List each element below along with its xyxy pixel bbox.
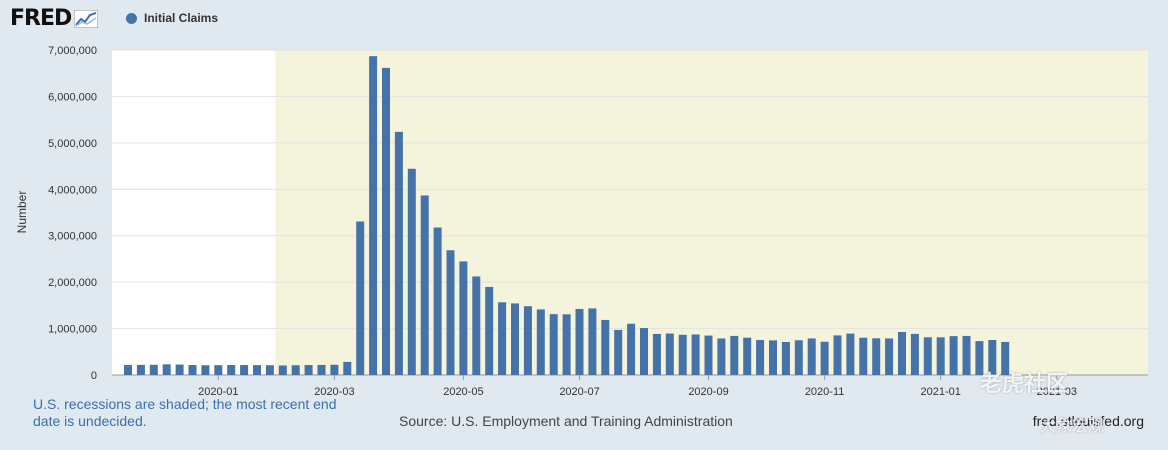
bar[interactable] [988,339,997,375]
bar[interactable] [356,221,365,375]
source-text: Source: U.S. Employment and Training Adm… [399,413,733,429]
y-tick-label: 3,000,000 [48,231,97,243]
x-tick-label: 2020-01 [198,386,238,398]
bar[interactable] [730,335,739,375]
x-tick-label: 2020-03 [314,386,354,398]
bar[interactable] [885,338,894,375]
bar[interactable] [382,67,390,375]
bar[interactable] [588,308,597,375]
bar[interactable] [317,364,326,375]
bar[interactable] [291,365,300,375]
bar[interactable] [394,131,403,375]
bar[interactable] [485,286,494,375]
chart-area: 0 1,000,000 2,000,000 3,000,000 4,000,000 5,0… [48,45,1149,398]
bar[interactable] [446,250,455,375]
x-tick-label: 2020-05 [443,386,483,398]
bar[interactable] [459,261,468,375]
bar[interactable] [807,338,816,375]
bar[interactable] [846,333,855,375]
bar[interactable] [433,227,442,375]
bar[interactable] [652,333,661,375]
x-tick-label: 2021-03 [1037,386,1077,398]
bar[interactable] [756,339,765,375]
bar[interactable] [614,329,623,375]
bar[interactable] [962,335,971,375]
bar[interactable] [162,364,171,375]
bar[interactable] [227,365,236,375]
legend-marker [126,12,137,24]
bar[interactable] [472,276,481,375]
y-tick-label: 1,000,000 [48,324,97,336]
x-tick-label: 2020-07 [559,386,599,398]
bar[interactable] [781,341,790,375]
bar[interactable] [201,365,210,375]
x-tick-label: 2020-11 [805,386,845,398]
bar[interactable] [343,361,352,375]
fred-url-link[interactable]: fred.stlouisfed.org [1032,413,1144,429]
bar[interactable] [536,309,545,375]
bar[interactable] [691,334,700,375]
bar[interactable] [923,337,932,375]
bar[interactable] [665,333,674,375]
bar[interactable] [188,365,197,375]
bar[interactable] [627,323,636,375]
bar[interactable] [253,365,261,375]
bar[interactable] [743,337,752,375]
bar[interactable] [575,308,584,375]
bar[interactable] [794,340,803,375]
x-tick-label: 2020-09 [688,386,728,398]
legend-label: Initial Claims [144,11,219,25]
fred-logo[interactable]: FRED [10,6,99,31]
bar[interactable] [833,335,842,375]
bar[interactable] [149,364,158,375]
bar[interactable] [898,332,906,375]
bar[interactable] [175,364,184,375]
bar[interactable] [678,334,687,375]
watermark-laohu: 老虎社区 [980,371,1069,396]
y-tick-label: 6,000,000 [48,91,97,103]
bar[interactable] [511,303,519,375]
y-tick-label: 7,000,000 [48,45,97,57]
bar[interactable] [936,337,945,375]
bar[interactable] [523,306,532,375]
bar[interactable] [304,365,313,375]
bar[interactable] [124,365,132,375]
bar[interactable] [769,340,777,375]
bar[interactable] [562,314,571,375]
bar[interactable] [278,365,287,375]
bar[interactable] [910,333,919,375]
bar[interactable] [330,364,339,375]
bar[interactable] [265,365,274,375]
bar[interactable] [949,336,958,375]
bar[interactable] [717,338,726,375]
bar[interactable] [820,341,829,375]
bar[interactable] [859,337,868,375]
chart-header: FRED Initial Claims [0,0,1168,40]
y-tick-label: 2,000,000 [48,277,97,289]
logo-text: FRED [10,6,72,31]
bar[interactable] [136,364,145,375]
bar[interactable] [420,195,429,375]
bar[interactable] [601,319,610,375]
bar[interactable] [407,168,416,375]
legend[interactable]: Initial Claims [126,11,218,25]
bar[interactable] [214,365,223,375]
bar[interactable] [872,338,881,375]
x-tick-label: 2021-01 [921,386,961,398]
bar[interactable] [704,335,713,375]
bar[interactable] [640,328,648,375]
bar[interactable] [240,365,249,375]
watermark-daxiang: 大象宏观 [1040,418,1105,435]
recession-note: U.S. recessions are shaded; the most rec… [33,396,337,429]
bar[interactable] [975,341,984,375]
graph-icon [74,9,99,28]
y-tick-label: 4,000,000 [48,184,97,196]
bar[interactable] [549,314,558,375]
recession-shading [275,50,1149,375]
y-tick-label: 5,000,000 [48,138,97,150]
bar[interactable] [1001,341,1010,375]
bar[interactable] [498,302,507,375]
bar[interactable] [369,56,378,376]
y-tick-label: 0 [91,370,97,382]
